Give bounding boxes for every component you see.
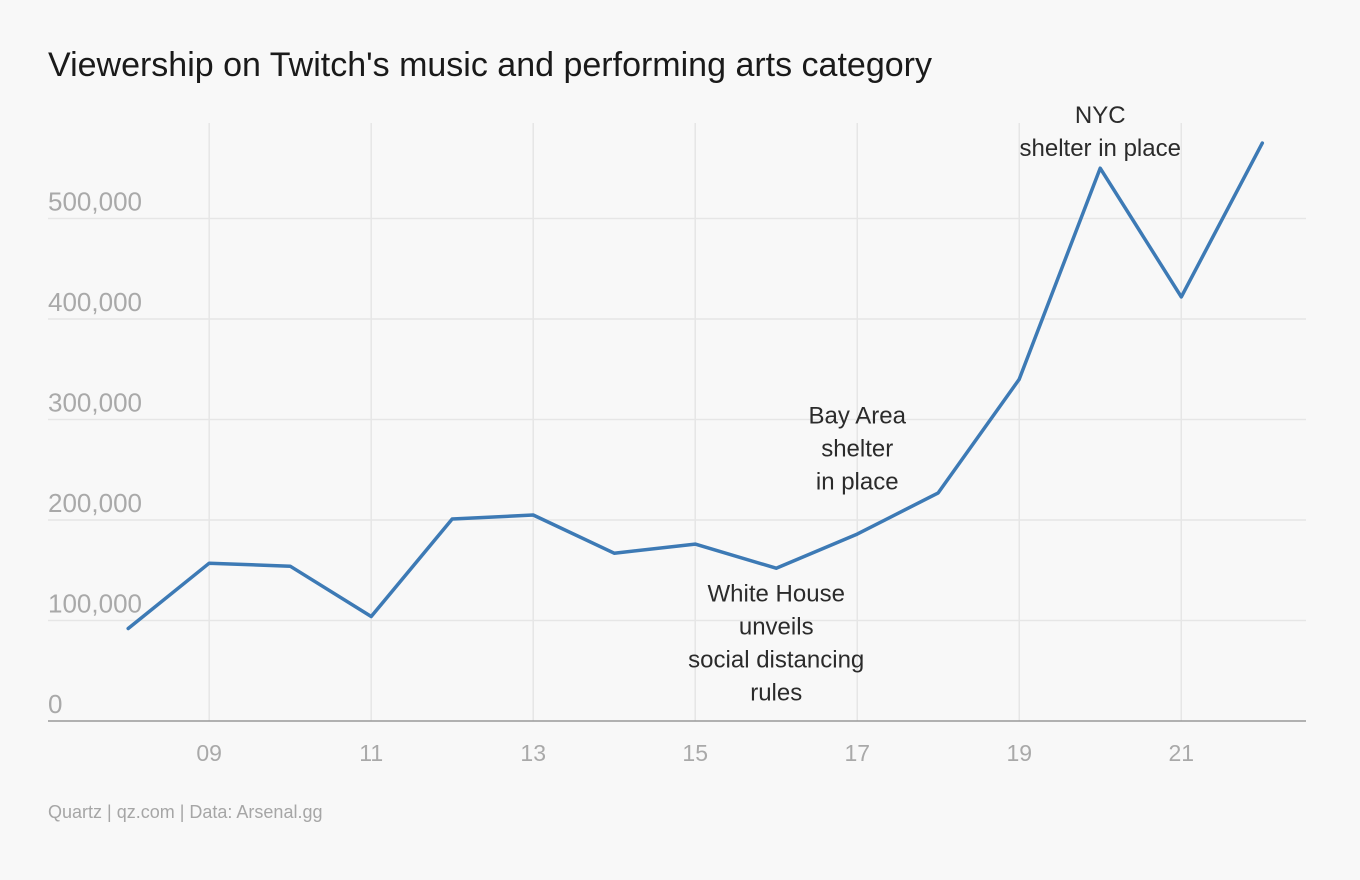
x-tick-label: 19 [1006, 740, 1032, 766]
x-axis-tick-labels: 09 11 13 15 17 19 21 [196, 740, 1194, 766]
x-tick-label: 11 [359, 740, 383, 766]
grid-lines [48, 123, 1306, 721]
annotation-line: shelter in place [1020, 135, 1181, 162]
y-tick-label: 400,000 [48, 287, 142, 317]
annotation-line: rules [750, 679, 802, 706]
y-tick-label: 300,000 [48, 387, 142, 417]
annotation-line: unveils [739, 613, 814, 640]
annotation-line: social distancing [688, 646, 864, 673]
annotation-line: in place [816, 469, 899, 496]
annotation-line: White House [708, 580, 845, 607]
annotations: NYC shelter in place Bay Area shelter in pla… [688, 102, 1181, 706]
y-tick-label: 100,000 [48, 588, 142, 618]
x-tick-label: 09 [196, 740, 222, 766]
series-line [126, 141, 1265, 631]
chart-title: Viewership on Twitch's music and perform… [48, 46, 932, 84]
annotation-line: shelter [821, 436, 893, 463]
y-tick-label: 0 [48, 689, 62, 719]
x-tick-label: 13 [520, 740, 546, 766]
y-tick-label: 500,000 [48, 186, 142, 216]
x-tick-label: 17 [844, 740, 870, 766]
y-axis-tick-labels: 0 100,000 200,000 300,000 400,000 500,000 [48, 186, 142, 719]
series-layer [126, 141, 1265, 631]
y-tick-label: 200,000 [48, 488, 142, 518]
source-note: Quartz | qz.com | Data: Arsenal.gg [48, 802, 323, 822]
annotation-line: NYC [1075, 102, 1126, 129]
x-tick-label: 15 [682, 740, 708, 766]
x-tick-label: 21 [1168, 740, 1194, 766]
annotation-line: Bay Area [809, 403, 907, 430]
